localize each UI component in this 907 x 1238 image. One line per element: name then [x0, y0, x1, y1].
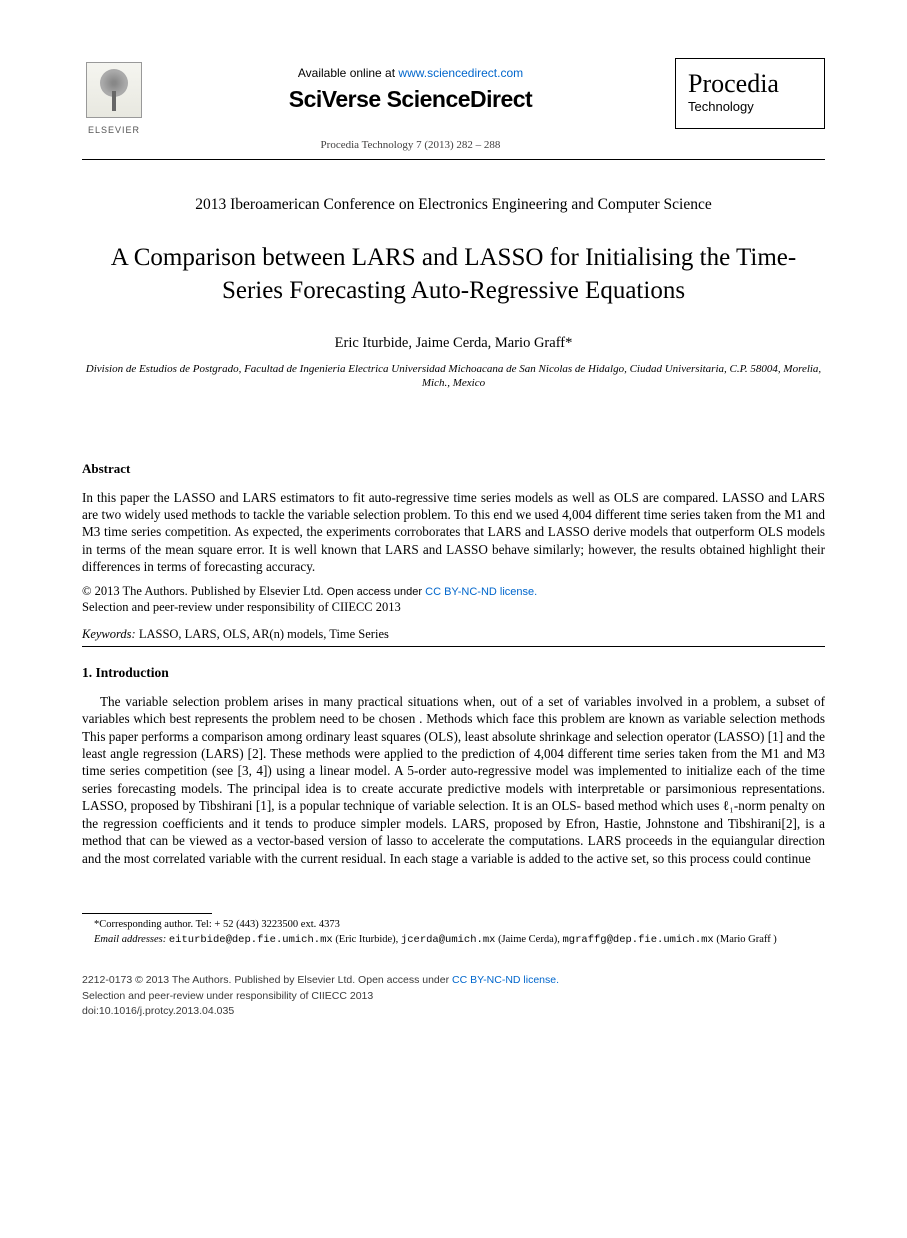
keywords-divider: [82, 646, 825, 647]
abstract-body: In this paper the LASSO and LARS estimat…: [82, 489, 825, 576]
keywords-value: LASSO, LARS, OLS, AR(n) models, Time Ser…: [136, 627, 389, 641]
open-access-label: Open access under: [327, 586, 425, 598]
abstract-heading: Abstract: [82, 461, 825, 477]
authors-line: Eric Iturbide, Jaime Cerda, Mario Graff*: [82, 335, 825, 352]
keywords-label: Keywords:: [82, 627, 136, 641]
header-divider: [82, 159, 825, 160]
intro-heading: 1. Introduction: [82, 665, 825, 681]
email-3: mgraffg@dep.fie.umich.mx: [563, 934, 714, 946]
sciverse-brand: SciVerse ScienceDirect: [146, 86, 675, 113]
procedia-subtitle: Technology: [688, 99, 812, 114]
available-online: Available online at www.sciencedirect.co…: [146, 66, 675, 80]
elsevier-tree-icon: [86, 62, 142, 118]
name-3: (Mario Graff ): [714, 934, 777, 945]
procedia-box: Procedia Technology: [675, 58, 825, 129]
elsevier-logo: ELSEVIER: [82, 62, 146, 135]
email-label: Email addresses:: [94, 934, 169, 945]
sciencedirect-link[interactable]: www.sciencedirect.com: [398, 66, 523, 80]
procedia-title: Procedia: [688, 69, 812, 99]
cc-license-link-bottom[interactable]: CC BY-NC-ND license.: [452, 974, 559, 986]
footnote-corresponding: *Corresponding author. Tel: + 52 (443) 3…: [82, 918, 825, 933]
name-1: (Eric Iturbide),: [333, 934, 401, 945]
footnote-emails: Email addresses: eiturbide@dep.fie.umich…: [82, 933, 825, 948]
header-row: ELSEVIER Available online at www.science…: [82, 58, 825, 151]
bottom-prefix: 2212-0173 © 2013 The Authors. Published …: [82, 974, 452, 986]
cc-license-link[interactable]: CC BY-NC-ND license.: [425, 586, 537, 598]
email-2: jcerda@umich.mx: [401, 934, 496, 946]
bottom-line-1: 2212-0173 © 2013 The Authors. Published …: [82, 973, 825, 988]
conference-name: 2013 Iberoamerican Conference on Electro…: [82, 196, 825, 214]
available-prefix: Available online at: [298, 66, 399, 80]
paper-title: A Comparison between LARS and LASSO for …: [82, 242, 825, 307]
bottom-publication-info: 2212-0173 © 2013 The Authors. Published …: [82, 973, 825, 1019]
name-2: (Jaime Cerda),: [495, 934, 562, 945]
intro-body: The variable selection problem arises in…: [82, 693, 825, 867]
footnote-divider: [82, 913, 212, 914]
copyright-line-2: Selection and peer-review under responsi…: [82, 600, 825, 615]
paper-page: ELSEVIER Available online at www.science…: [0, 0, 907, 1059]
bottom-line-2: Selection and peer-review under responsi…: [82, 989, 825, 1004]
doi-line: doi:10.1016/j.protcy.2013.04.035: [82, 1004, 825, 1019]
elsevier-label: ELSEVIER: [82, 125, 146, 135]
affiliation: Division de Estudios de Postgrado, Facul…: [82, 362, 825, 391]
copyright-line-1: © 2013 The Authors. Published by Elsevie…: [82, 584, 825, 599]
email-1: eiturbide@dep.fie.umich.mx: [169, 934, 333, 946]
header-center: Available online at www.sciencedirect.co…: [146, 58, 675, 151]
keywords-line: Keywords: LASSO, LARS, OLS, AR(n) models…: [82, 627, 825, 642]
copyright-prefix: © 2013 The Authors. Published by Elsevie…: [82, 584, 327, 598]
citation-line: Procedia Technology 7 (2013) 282 – 288: [146, 139, 675, 151]
